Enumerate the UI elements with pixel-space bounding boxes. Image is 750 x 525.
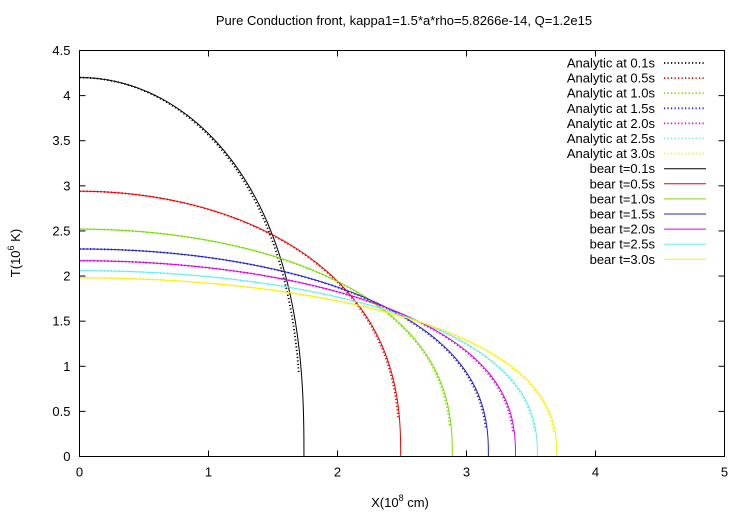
legend-label-9: bear t=1.0s: [590, 191, 656, 206]
series-line-11: [79, 260, 517, 457]
y-tick-label-6: 3: [63, 178, 70, 193]
series-line-12: [79, 270, 538, 457]
series-line-10: [79, 248, 489, 457]
series-line-3: [79, 248, 487, 430]
x-tick-label-1: 1: [205, 465, 212, 480]
x-tick-label-5: 5: [721, 465, 728, 480]
y-axis-label-exponent: 6: [6, 245, 16, 250]
y-tick-label-3: 1.5: [52, 314, 70, 329]
series-line-8: [79, 190, 402, 457]
y-tick-label-5: 2.5: [52, 223, 70, 238]
y-tick-label-4: 2: [63, 269, 70, 284]
y-axis-ticks: 0 0.5 1 1.5 2 2.5 3 3.5 4 4.5: [52, 43, 725, 464]
series-line-1: [79, 190, 400, 419]
legend-label-10: bear t=1.5s: [590, 207, 656, 222]
legend-label-13: bear t=3.0s: [590, 252, 656, 267]
x-tick-label-3: 3: [463, 465, 470, 480]
legend-label-3: Analytic at 1.5s: [567, 101, 656, 116]
y-axis-label-unit: K): [8, 229, 23, 246]
x-tick-label-4: 4: [592, 465, 599, 480]
series-line-6: [79, 276, 556, 435]
legend-label-8: bear t=0.5s: [590, 176, 656, 191]
series-line-0: [79, 76, 300, 373]
y-tick-label-8: 4: [63, 88, 70, 103]
x-tick-label-0: 0: [76, 465, 83, 480]
y-axis-label: T(106 K): [6, 229, 23, 277]
legend-label-2: Analytic at 1.0s: [567, 86, 656, 101]
chart-title: Pure Conduction front, kappa1=1.5*a*rho=…: [216, 13, 592, 28]
legend-label-7: bear t=0.1s: [590, 161, 656, 176]
legend-label-6: Analytic at 3.0s: [567, 146, 656, 161]
y-tick-label-0: 0: [63, 449, 70, 464]
series-line-7: [79, 77, 305, 457]
y-tick-label-9: 4.5: [52, 43, 70, 58]
x-tick-label-2: 2: [334, 465, 341, 480]
plot-curves: [79, 76, 558, 457]
y-tick-label-1: 0.5: [52, 404, 70, 419]
legend-label-5: Analytic at 2.5s: [567, 131, 656, 146]
legend-label-0: Analytic at 0.1s: [567, 56, 656, 71]
legend-label-12: bear t=2.5s: [590, 237, 656, 252]
legend-label-1: Analytic at 0.5s: [567, 71, 656, 86]
series-line-2: [79, 228, 451, 426]
y-tick-label-2: 1: [63, 359, 70, 374]
plot-frame: [79, 50, 725, 457]
y-axis-label-text: T(10: [8, 250, 23, 277]
x-axis-label-exponent: 8: [399, 493, 404, 503]
x-axis-ticks: 0 1 2 3 4 5: [76, 50, 728, 480]
legend-label-4: Analytic at 2.0s: [567, 116, 656, 131]
x-axis-label-text: X(10: [371, 495, 398, 510]
x-axis-label: X(108 cm): [371, 493, 429, 510]
y-tick-label-7: 3.5: [52, 133, 70, 148]
series-line-9: [79, 228, 453, 457]
series-line-13: [79, 277, 558, 457]
x-axis-label-unit: cm): [404, 495, 429, 510]
legend-label-11: bear t=2.0s: [590, 222, 656, 237]
